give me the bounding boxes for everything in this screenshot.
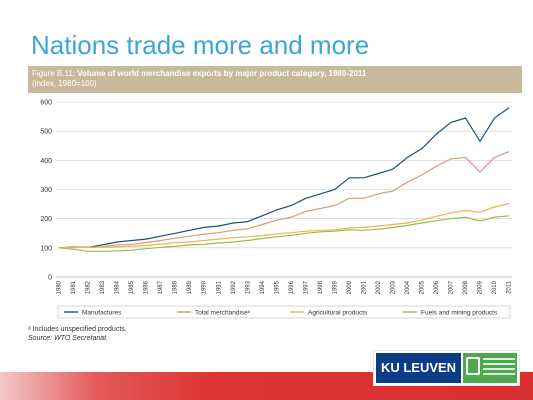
hub-wordmark-icon — [483, 358, 515, 378]
figure-subtitle: (index, 1980=100) — [32, 79, 97, 88]
figure-title: Volume of world merchandise exports by m… — [77, 69, 367, 78]
x-tick-label: 1989 — [187, 280, 193, 294]
source-text: Source: WTO Secretariat. — [28, 335, 109, 342]
x-tick-label: 2011 — [507, 280, 513, 294]
hub-mark-icon — [466, 357, 480, 375]
series-line — [58, 202, 510, 249]
figure-header: Figure B.11: Volume of world merchandise… — [28, 66, 522, 93]
x-tick-label: 1985 — [129, 280, 135, 294]
x-tick-label: 2003 — [390, 280, 396, 294]
y-tick-label: 200 — [40, 216, 52, 223]
footnote-block: ᵃ Includes unspecified products. Source:… — [28, 325, 127, 343]
x-tick-label: 1995 — [274, 280, 280, 294]
x-tick-label: 1998 — [318, 280, 324, 294]
x-tick-label: 2007 — [449, 280, 455, 294]
x-tick-label: 2008 — [463, 280, 469, 294]
y-tick-label: 500 — [40, 129, 52, 136]
x-tick-label: 2001 — [361, 280, 367, 294]
x-tick-label: 1980 — [57, 280, 63, 294]
x-tick-label: 1982 — [86, 280, 92, 294]
x-tick-label: 2006 — [434, 280, 440, 294]
x-tick-label: 1981 — [71, 280, 77, 294]
y-tick-label: 100 — [40, 245, 52, 252]
legend-label: Manufactures — [82, 310, 122, 317]
x-tick-label: 2009 — [478, 280, 484, 294]
series-line — [58, 215, 510, 252]
x-tick-label: 1990 — [202, 280, 208, 294]
x-tick-label: 1983 — [100, 280, 106, 294]
x-tick-label: 1986 — [144, 280, 150, 294]
x-tick-label: 1988 — [173, 280, 179, 294]
series-line — [58, 151, 510, 249]
hub-logo — [463, 353, 517, 383]
y-tick-label: 300 — [40, 187, 52, 194]
legend-label: Total merchandiseᵃ — [195, 310, 251, 317]
legend-box — [57, 305, 511, 319]
x-tick-label: 2002 — [376, 280, 382, 294]
x-tick-label: 1991 — [216, 280, 222, 294]
x-tick-label: 2010 — [492, 280, 498, 294]
footnote-text: ᵃ Includes unspecified products. — [28, 326, 127, 333]
y-tick-label: 600 — [40, 100, 52, 107]
x-tick-label: 2005 — [419, 280, 425, 294]
x-tick-label: 1993 — [245, 280, 251, 294]
ku-leuven-logo: KU LEUVEN — [376, 353, 461, 383]
x-tick-label: 1992 — [231, 280, 237, 294]
legend-label: Agricultural products — [308, 310, 368, 317]
y-tick-label: 400 — [40, 158, 52, 165]
logo-area: KU LEUVEN — [373, 350, 520, 386]
legend-label: Fuels and mining products — [421, 310, 498, 317]
figure-label: Figure B.11: — [32, 69, 75, 78]
x-tick-label: 1996 — [289, 280, 295, 294]
x-tick-label: 2000 — [347, 280, 353, 294]
series-line — [58, 107, 510, 249]
x-tick-label: 1984 — [115, 280, 121, 294]
y-tick-label: 0 — [48, 275, 52, 282]
x-tick-label: 1997 — [303, 280, 309, 294]
x-tick-label: 1999 — [332, 280, 338, 294]
line-chart: 0 100 200 300 400 500 600 1980 1981 1982 1983 1984… — [40, 100, 513, 319]
x-tick-label: 2004 — [405, 280, 411, 294]
x-tick-label: 1994 — [260, 280, 266, 294]
x-tick-label: 1987 — [158, 280, 164, 294]
slide-title: Nations trade more and more — [31, 30, 370, 60]
